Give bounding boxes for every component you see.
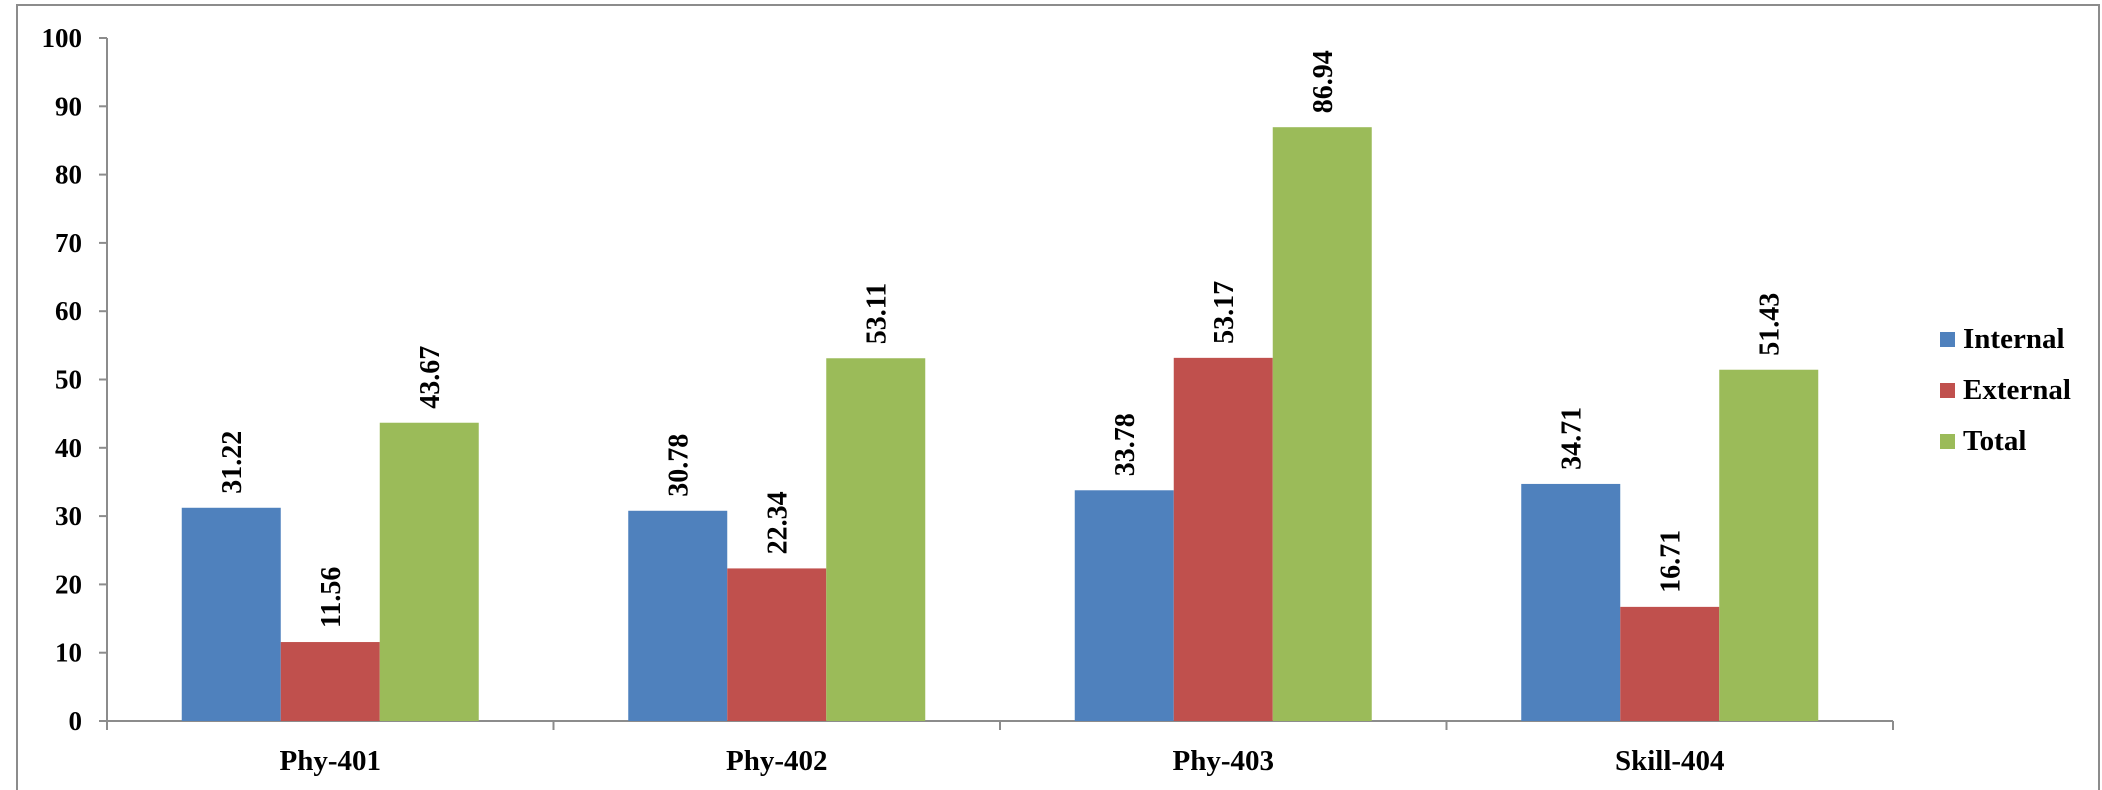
data-label: 31.22 [217,431,248,494]
bar-total [1719,369,1819,721]
legend-swatch [1940,332,1955,347]
chart-frame [16,4,2100,790]
bar-external [280,642,380,721]
legend-label: Total [1963,425,2026,457]
data-label: 43.67 [415,346,446,409]
bar-total [826,358,926,721]
y-tick-label: 60 [55,296,82,326]
bar-external [1620,606,1720,721]
bar-external [1173,357,1273,721]
bar-total [379,422,479,721]
data-label: 33.78 [1110,413,1141,476]
data-label: 16.71 [1656,530,1687,593]
bar-external [727,568,827,721]
y-tick-label: 40 [55,433,82,463]
data-label: 86.94 [1308,50,1339,113]
y-tick-label: 80 [55,160,82,190]
y-tick-label: 70 [55,228,82,258]
data-label: 53.17 [1209,281,1240,344]
bar-internal [181,507,281,721]
legend-swatch [1940,383,1955,398]
bar-total [1272,127,1372,721]
bar-internal [628,510,728,721]
chart-legend: Internal External Total [1940,323,2071,457]
data-label: 11.56 [316,567,347,628]
data-label: 51.43 [1755,293,1786,356]
x-tick-label: Phy-402 [726,745,828,777]
y-tick-label: 10 [55,638,82,668]
legend-label: Internal [1963,323,2065,355]
x-tick-label: Skill-404 [1615,745,1725,777]
legend-label: External [1963,374,2071,406]
x-tick-label: Phy-403 [1173,745,1275,777]
data-label: 53.11 [862,283,893,344]
y-tick-label: 50 [55,365,82,395]
chart-data-labels: 31.22 11.56 43.67 30.78 22.34 53.11 33.78 53.17… [217,50,1786,628]
y-tick-label: 100 [42,23,83,53]
y-tick-label: 30 [55,501,82,531]
chart-bars [181,127,1819,721]
x-tick-label: Phy-401 [280,745,382,777]
y-tick-label: 90 [55,91,82,121]
data-label: 22.34 [763,491,794,554]
bar-internal [1074,490,1174,721]
data-label: 34.71 [1557,407,1588,470]
y-tick-label: 0 [69,706,83,736]
y-tick-label: 20 [55,569,82,599]
legend-swatch [1940,434,1955,449]
bar-internal [1521,483,1621,721]
data-label: 30.78 [664,434,695,497]
